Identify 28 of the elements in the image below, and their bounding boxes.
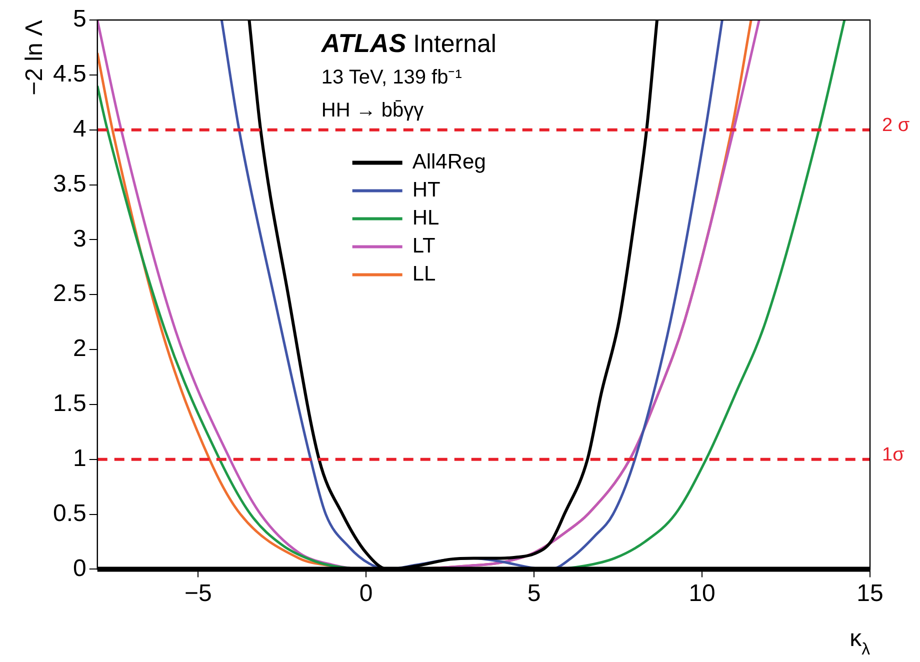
x-tick-label: 0 — [359, 580, 373, 608]
y-tick-label: 5 — [73, 6, 86, 33]
x-tick-label: 10 — [688, 580, 716, 608]
legend-label: LL — [412, 262, 436, 286]
ref-line-label: 2 σ — [882, 115, 910, 136]
x-tick-label: −5 — [184, 580, 212, 608]
y-tick-label: 1 — [73, 444, 86, 472]
annotation: HH → bb̄γγ — [321, 99, 424, 122]
y-tick-label: 0 — [73, 554, 86, 582]
y-tick-label: 2.5 — [52, 280, 86, 308]
y-tick-label: 3 — [73, 225, 86, 252]
legend-label: HT — [412, 178, 440, 202]
ref-line-label: 1σ — [882, 444, 905, 466]
annotation: ATLAS Internal — [320, 28, 496, 58]
legend-label: LT — [412, 234, 436, 258]
y-tick-label: 1.5 — [52, 390, 86, 418]
line-series — [220, 20, 724, 570]
y-tick-label: 3.5 — [52, 170, 86, 198]
annotation: 13 TeV, 139 fb⁻¹ — [321, 66, 462, 89]
y-tick-label: 4.5 — [52, 60, 86, 88]
legend-label: All4Reg — [412, 150, 486, 174]
y-axis-title: −2 ln Λ — [21, 20, 48, 96]
y-tick-label: 0.5 — [52, 500, 86, 527]
x-tick-label: 5 — [527, 580, 541, 608]
x-tick-label: 15 — [856, 580, 884, 608]
y-tick-label: 4 — [73, 115, 86, 142]
legend-label: HL — [412, 206, 440, 230]
y-tick-label: 2 — [73, 335, 86, 362]
